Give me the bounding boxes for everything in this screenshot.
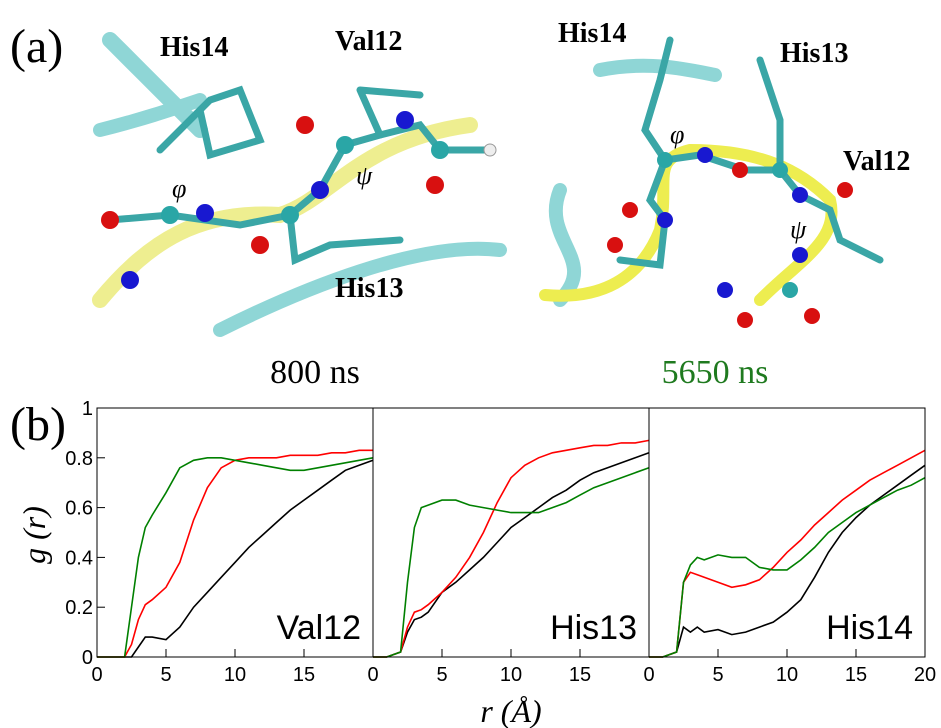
angle-label: φ [172, 174, 186, 203]
panel-annotation: His14 [826, 609, 913, 647]
ribbon [93, 93, 207, 137]
atom [296, 116, 314, 134]
side-chain [156, 85, 424, 266]
atom [431, 141, 449, 159]
series-line [373, 452, 650, 658]
angle-label: ψ [790, 215, 807, 244]
atom [483, 143, 497, 157]
atom [251, 236, 269, 254]
atom [792, 247, 808, 263]
ribbon [213, 241, 507, 337]
series-line [373, 439, 650, 658]
atom [782, 282, 798, 298]
atom [311, 181, 329, 199]
y-tick-label: 0.2 [65, 597, 93, 619]
x-axis-label: r (Å) [480, 693, 541, 728]
ribbon [539, 143, 838, 306]
x-tick-label: 10 [224, 664, 246, 686]
series-line [649, 449, 926, 658]
atom [336, 136, 354, 154]
residue-label: Val12 [843, 146, 910, 177]
residue-label: His14 [558, 18, 626, 49]
atom [732, 162, 748, 178]
atom [737, 312, 753, 328]
series-line [97, 457, 374, 658]
x-tick-label: 20 [914, 664, 936, 686]
series-line [97, 459, 374, 658]
atom [426, 176, 444, 194]
series-line [373, 467, 650, 658]
x-tick-label: 0 [367, 664, 378, 686]
atom [622, 202, 638, 218]
residue-label: Val12 [335, 26, 402, 57]
atom [772, 162, 788, 178]
time-label: 800 ns [270, 354, 360, 391]
atom [804, 308, 820, 324]
atom [101, 211, 119, 229]
y-tick-label: 0.4 [65, 547, 93, 569]
atom [657, 152, 673, 168]
angle-label: φ [670, 120, 684, 149]
time-label: 5650 ns [662, 354, 769, 391]
panel-label: (a) [10, 20, 63, 73]
molecule-right [539, 36, 884, 328]
y-tick-label: 0.8 [65, 448, 93, 470]
atom [657, 212, 673, 228]
x-tick-label: 10 [776, 664, 798, 686]
atom [161, 206, 179, 224]
atom [792, 187, 808, 203]
y-axis-label: g (r) [16, 506, 52, 564]
molecule-left [92, 32, 507, 337]
atom [837, 182, 853, 198]
atom [396, 111, 414, 129]
atom [697, 147, 713, 163]
residue-label: His13 [335, 273, 403, 304]
x-tick-label: 0 [643, 664, 654, 686]
atom [607, 237, 623, 253]
y-tick-label: 0 [82, 647, 93, 669]
angle-label: ψ [356, 161, 373, 190]
y-tick-label: 0.6 [65, 498, 93, 520]
series-line [649, 476, 926, 658]
atom [717, 282, 733, 298]
panel-label: (b) [10, 398, 66, 451]
x-tick-label: 15 [845, 664, 867, 686]
ribbon [102, 32, 208, 138]
series-line [97, 449, 373, 658]
x-tick-label: 5 [436, 664, 447, 686]
x-tick-label: 15 [569, 664, 591, 686]
x-tick-label: 5 [160, 664, 171, 686]
y-tick-label: 1 [82, 398, 93, 420]
x-tick-label: 0 [91, 664, 102, 686]
panel-annotation: Val12 [277, 609, 361, 647]
residue-label: His14 [160, 32, 228, 63]
x-tick-label: 10 [500, 664, 522, 686]
x-tick-label: 15 [293, 664, 315, 686]
residue-label: His13 [780, 38, 848, 69]
atom [121, 271, 139, 289]
panel-annotation: His13 [550, 609, 637, 647]
atom [281, 206, 299, 224]
atom [196, 204, 214, 222]
x-tick-label: 5 [712, 664, 723, 686]
